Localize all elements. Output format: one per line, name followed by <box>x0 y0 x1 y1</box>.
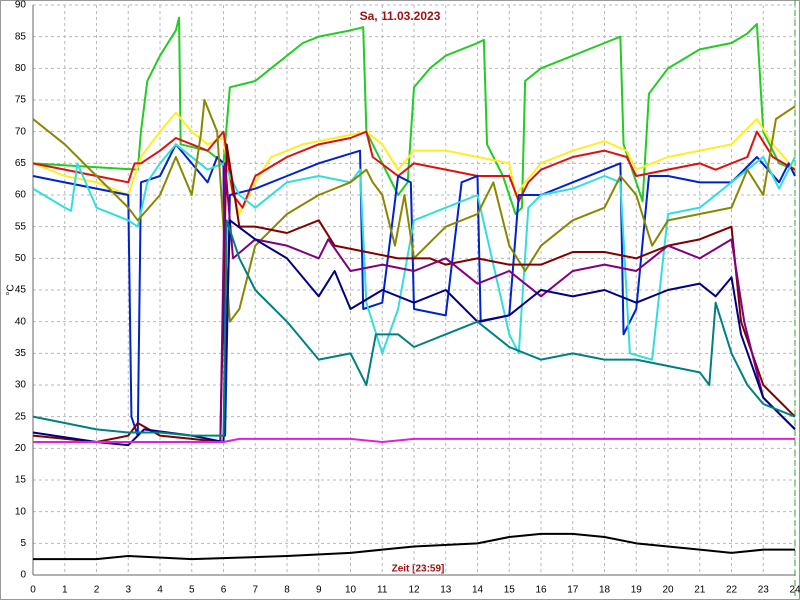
x-tick-label: 16 <box>535 585 547 596</box>
x-tick-label: 13 <box>440 585 452 596</box>
y-tick-label: 50 <box>15 253 27 264</box>
x-tick-label: 10 <box>345 585 357 596</box>
series-line <box>32 111 796 215</box>
y-tick-label: 40 <box>15 316 27 327</box>
chart-title: Sa, 11.03.2023 <box>360 9 441 23</box>
y-tick-label: 25 <box>15 411 27 422</box>
x-tick-label: 5 <box>189 585 195 596</box>
y-tick-label: 85 <box>15 31 27 42</box>
x-tick-label: 17 <box>567 585 579 596</box>
x-tick-label: 21 <box>694 585 706 596</box>
x-tick-label: 4 <box>157 585 163 596</box>
y-tick-label: 30 <box>15 380 27 391</box>
series-line <box>32 143 796 443</box>
series-line <box>32 219 796 437</box>
y-tick-label: 5 <box>20 538 26 549</box>
y-tick-label: 70 <box>15 126 27 137</box>
y-tick-label: 75 <box>15 95 27 106</box>
x-tick-label: 9 <box>316 585 322 596</box>
series-line <box>32 143 796 437</box>
y-tick-label: 35 <box>15 348 27 359</box>
y-tick-label: 80 <box>15 63 27 74</box>
x-tick-label: 14 <box>472 585 484 596</box>
y-tick-label: 20 <box>15 443 27 454</box>
x-tick-label: 20 <box>662 585 674 596</box>
y-tick-label: 65 <box>15 158 27 169</box>
series-line <box>32 219 796 447</box>
x-tick-label: 12 <box>408 585 420 596</box>
series-line <box>33 437 795 443</box>
x-tick-label: 1 <box>62 585 68 596</box>
x-tick-label: 8 <box>284 585 290 596</box>
y-tick-label: 45 <box>15 285 27 296</box>
y-axis-label: °C <box>6 284 17 295</box>
series-line <box>32 143 796 361</box>
y-tick-label: 0 <box>20 570 26 581</box>
y-tick-label: 10 <box>15 506 27 517</box>
y-tick-label: 90 <box>15 0 27 11</box>
series-line <box>33 162 796 443</box>
series-line <box>33 532 795 561</box>
x-tick-label: 15 <box>504 585 516 596</box>
x-tick-label: 18 <box>599 585 611 596</box>
x-tick-label: 2 <box>94 585 100 596</box>
y-tick-label: 55 <box>15 221 27 232</box>
x-tick-label: 19 <box>631 585 643 596</box>
x-tick-label: 0 <box>30 585 36 596</box>
y-tick-label: 60 <box>15 190 27 201</box>
y-tick-label: 15 <box>15 475 27 486</box>
x-tick-label: 22 <box>726 585 738 596</box>
x-tick-label: 3 <box>125 585 131 596</box>
x-tick-label: 7 <box>252 585 258 596</box>
x-axis-label: Zeit [23:59] <box>392 564 445 575</box>
x-tick-label: 6 <box>221 585 227 596</box>
series-line <box>32 130 796 209</box>
x-tick-label: 23 <box>758 585 770 596</box>
x-tick-label: 11 <box>377 585 388 596</box>
series-line <box>32 99 796 323</box>
